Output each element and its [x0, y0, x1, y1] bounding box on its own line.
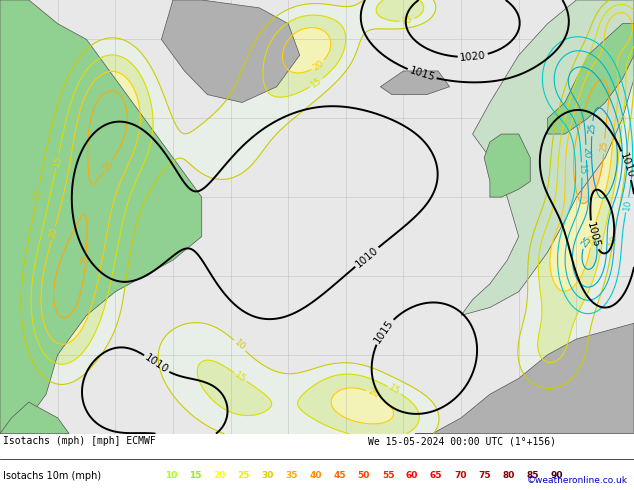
Text: 15: 15 [401, 15, 413, 26]
Text: 15: 15 [577, 164, 586, 176]
Text: 25: 25 [579, 235, 593, 249]
Text: ©weatheronline.co.uk: ©weatheronline.co.uk [527, 476, 628, 486]
Text: 25: 25 [599, 140, 609, 152]
Text: 55: 55 [382, 471, 394, 480]
Text: 10: 10 [608, 233, 619, 246]
Text: 1015: 1015 [372, 318, 396, 345]
Text: 60: 60 [406, 471, 418, 480]
Polygon shape [162, 0, 300, 102]
Text: 20: 20 [311, 58, 325, 73]
Text: 1005: 1005 [585, 221, 601, 249]
Text: 50: 50 [358, 471, 370, 480]
Text: 15: 15 [387, 383, 401, 397]
Text: 20: 20 [581, 147, 591, 158]
Text: 85: 85 [526, 471, 539, 480]
Text: 10: 10 [32, 188, 43, 200]
Text: 20: 20 [586, 233, 597, 246]
Text: 45: 45 [333, 471, 346, 480]
Text: 10: 10 [165, 471, 178, 480]
Text: 25: 25 [101, 159, 115, 173]
Polygon shape [0, 0, 202, 434]
Text: 40: 40 [309, 471, 322, 480]
Text: 75: 75 [478, 471, 491, 480]
Text: 15: 15 [52, 155, 63, 168]
Text: 15: 15 [189, 471, 202, 480]
Polygon shape [461, 0, 634, 316]
Text: 10: 10 [232, 338, 247, 353]
Text: Isotachs (mph) [mph] ECMWF: Isotachs (mph) [mph] ECMWF [3, 437, 156, 446]
Text: 15: 15 [309, 76, 323, 90]
Text: 1010: 1010 [143, 352, 170, 375]
Text: 70: 70 [454, 471, 467, 480]
Polygon shape [0, 402, 69, 434]
Polygon shape [380, 71, 450, 95]
Text: 1010: 1010 [354, 245, 380, 269]
Text: 20: 20 [48, 226, 60, 240]
Text: Isotachs 10m (mph): Isotachs 10m (mph) [3, 471, 101, 481]
Text: 90: 90 [550, 471, 563, 480]
Polygon shape [415, 323, 634, 434]
Polygon shape [548, 24, 634, 134]
Text: 1010: 1010 [618, 151, 634, 180]
Text: 25: 25 [81, 253, 91, 266]
Text: 35: 35 [285, 471, 298, 480]
Text: 1015: 1015 [408, 66, 436, 83]
Text: 15: 15 [233, 370, 248, 384]
Text: 20: 20 [366, 387, 380, 400]
Text: We 15-05-2024 00:00 UTC (1°+156): We 15-05-2024 00:00 UTC (1°+156) [368, 437, 556, 446]
Text: 30: 30 [261, 471, 274, 480]
Text: 65: 65 [430, 471, 443, 480]
Text: 20: 20 [213, 471, 226, 480]
Text: 25: 25 [237, 471, 250, 480]
Polygon shape [484, 134, 530, 197]
Text: 10: 10 [622, 198, 633, 211]
Text: 15: 15 [618, 111, 628, 124]
Text: 25: 25 [587, 122, 597, 135]
Text: 80: 80 [502, 471, 515, 480]
Text: 1020: 1020 [459, 50, 486, 63]
